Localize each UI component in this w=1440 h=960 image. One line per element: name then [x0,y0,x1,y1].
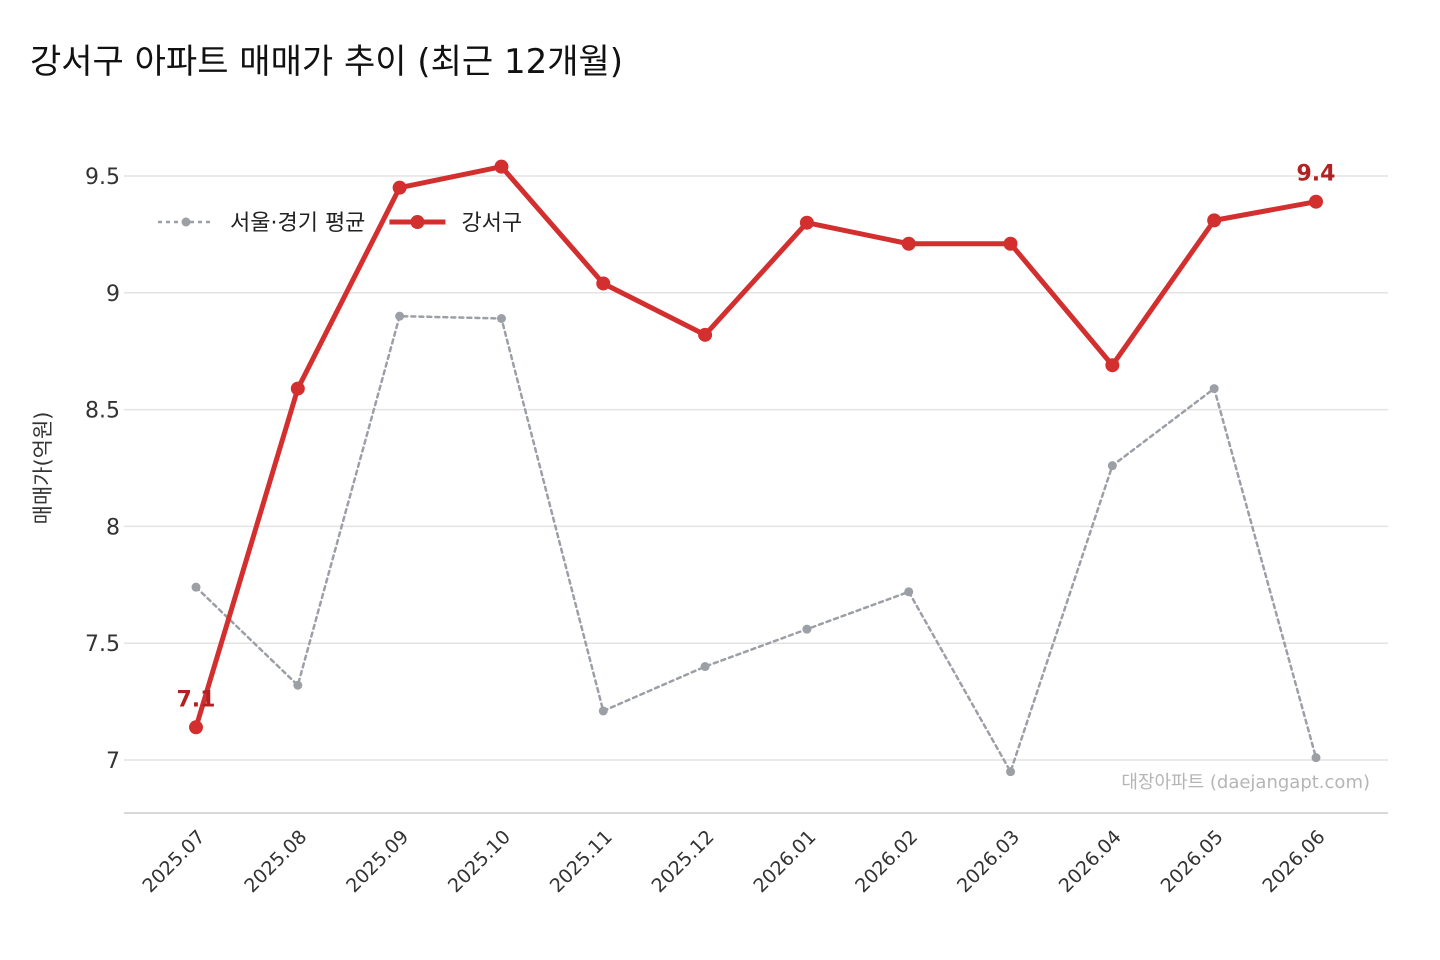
x-tick-label: 2025.10 [444,826,515,897]
x-tick-label: 2025.12 [648,826,719,897]
y-tick-label: 8 [106,515,120,540]
data-point [1209,384,1219,394]
data-point [494,159,509,174]
x-tick-label: 2026.02 [851,826,922,897]
x-tick-label: 2025.07 [138,826,209,897]
y-tick-labels: 7 7.5 8 8.5 9 9.5 [85,165,120,774]
legend-item: 서울·경기 평균 [158,211,365,236]
legend-label: 강서구 [461,211,522,236]
data-point [395,311,405,321]
data-point [904,587,914,597]
data-point [799,215,814,230]
series-1 [189,159,1323,735]
series-layer [189,159,1323,777]
data-label: 7.1 [177,687,216,712]
y-tick-label: 7 [106,749,120,774]
data-point [598,706,608,716]
legend-marker [181,217,191,227]
x-tick-label: 2026.01 [749,826,820,897]
x-tick-label: 2026.05 [1157,826,1228,897]
y-tick-label: 8.5 [85,399,120,424]
series-line [194,314,1318,773]
data-point [1207,213,1222,228]
legend-marker [410,215,425,229]
data-label: 9.4 [1297,162,1336,187]
x-tick-labels: 2025.07 2025.08 2025.09 2025.10 2025.11 2025.… [138,826,1329,897]
data-point [698,327,713,342]
data-point [700,662,710,672]
watermark: 대장아파트 (daejangapt.com) [1121,772,1370,793]
data-point [392,180,407,195]
data-point [596,276,611,291]
x-tick-label: 2025.09 [342,826,413,897]
x-tick-label: 2025.08 [240,826,311,897]
data-point [1309,194,1323,209]
x-tick-label: 2025.11 [546,826,617,897]
legend: 서울·경기 평균 강서구 [158,211,522,236]
data-point [802,624,812,634]
data-point [901,236,916,251]
data-point [1105,358,1120,373]
x-tick-label: 2026.04 [1055,826,1126,897]
data-labels: 7.1 9.4 [177,162,1336,713]
y-tick-label: 7.5 [85,632,120,657]
data-point [293,680,303,690]
data-point [191,582,201,592]
y-tick-label: 9.5 [85,165,120,190]
gridlines [124,175,1388,761]
y-tick-label: 9 [106,282,120,307]
data-point [1006,767,1016,777]
series-0 [191,311,1321,777]
data-point [496,313,506,323]
series-line [193,164,1319,730]
y-axis-label: 매매가(억원) [31,412,55,525]
data-point [1003,236,1018,251]
legend-label: 서울·경기 평균 [230,211,365,236]
legend-item: 강서구 [389,211,522,236]
data-point [1107,461,1117,471]
chart-title: 강서구 아파트 매매가 추이 (최근 12개월) [30,42,624,82]
data-point [290,381,305,396]
x-tick-label: 2026.06 [1258,826,1329,897]
data-point [1311,753,1321,763]
data-point [189,720,203,735]
x-tick-label: 2026.03 [953,826,1024,897]
